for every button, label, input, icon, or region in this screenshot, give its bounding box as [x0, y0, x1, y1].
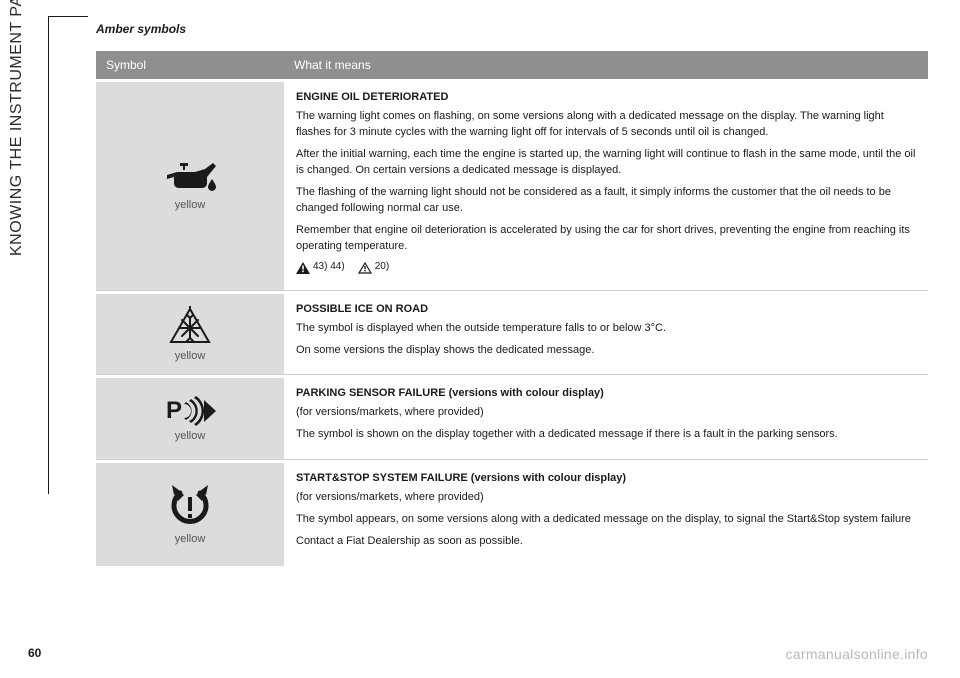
oil-can-icon	[161, 161, 219, 195]
symbol-cell: yellow	[96, 294, 284, 376]
meaning-text: The symbol is shown on the display toget…	[296, 427, 916, 443]
sidebar-title-container: KNOWING THE INSTRUMENT PANEL	[18, 16, 48, 496]
symbols-table: Symbol What it means yellow	[96, 48, 928, 569]
symbol-color-label: yellow	[102, 350, 278, 362]
th-meaning: What it means	[284, 51, 928, 79]
footnotes: 43) 44) 20)	[296, 260, 916, 279]
warning-triangle-outline-icon	[358, 262, 372, 274]
meaning-title: PARKING SENSOR FAILURE (versions with co…	[296, 386, 916, 402]
table-row: yellow POSSIBLE ICE ON ROAD The symbol i…	[96, 294, 928, 376]
meaning-text: The symbol is displayed when the outside…	[296, 321, 916, 337]
symbol-color-label: yellow	[102, 199, 278, 211]
meaning-text: Contact a Fiat Dealership as soon as pos…	[296, 534, 916, 550]
meaning-text: (for versions/markets, where provided)	[296, 490, 916, 506]
table-row: yellow ENGINE OIL DETERIORATED The warni…	[96, 82, 928, 291]
meaning-cell: START&STOP SYSTEM FAILURE (versions with…	[284, 463, 928, 566]
meaning-cell: PARKING SENSOR FAILURE (versions with co…	[284, 378, 928, 460]
parking-sensor-icon: P	[164, 396, 216, 426]
footnote: 20)	[358, 260, 389, 275]
warning-triangle-black-icon	[296, 262, 310, 274]
meaning-cell: POSSIBLE ICE ON ROAD The symbol is displ…	[284, 294, 928, 376]
meaning-title: START&STOP SYSTEM FAILURE (versions with…	[296, 471, 916, 487]
meaning-text: After the initial warning, each time the…	[296, 147, 916, 179]
meaning-cell: ENGINE OIL DETERIORATED The warning ligh…	[284, 82, 928, 291]
start-stop-failure-icon	[168, 485, 212, 529]
page: KNOWING THE INSTRUMENT PANEL Amber symbo…	[0, 0, 960, 678]
sidebar-title: KNOWING THE INSTRUMENT PANEL	[8, 226, 26, 256]
frost-icon	[167, 306, 213, 346]
meaning-text: (for versions/markets, where provided)	[296, 405, 916, 421]
watermark-text: carmanualsonline.info	[786, 646, 929, 662]
meaning-text: The flashing of the warning light should…	[296, 185, 916, 217]
page-number: 60	[28, 646, 41, 660]
symbol-cell: yellow	[96, 463, 284, 566]
meaning-text: On some versions the display shows the d…	[296, 343, 916, 359]
table-row: P yellow PARKING SENSOR FAILURE (version…	[96, 378, 928, 460]
symbol-cell: yellow	[96, 82, 284, 291]
footnote-ref: 43) 44)	[313, 260, 345, 275]
table-row: yellow START&STOP SYSTEM FAILURE (versio…	[96, 463, 928, 566]
section-heading: Amber symbols	[96, 22, 928, 36]
svg-text:P: P	[166, 397, 182, 424]
meaning-title: ENGINE OIL DETERIORATED	[296, 90, 916, 106]
symbol-color-label: yellow	[102, 533, 278, 545]
symbol-color-label: yellow	[102, 430, 278, 442]
sidebar-top-rule	[48, 16, 88, 17]
meaning-text: Remember that engine oil deterioration i…	[296, 223, 916, 255]
table-header-row: Symbol What it means	[96, 51, 928, 79]
meaning-title: POSSIBLE ICE ON ROAD	[296, 302, 916, 318]
sidebar-rule	[48, 16, 49, 494]
th-symbol: Symbol	[96, 51, 284, 79]
footnote: 43) 44)	[296, 260, 345, 275]
footnote-ref: 20)	[375, 260, 389, 275]
symbol-cell: P yellow	[96, 378, 284, 460]
meaning-text: The warning light comes on flashing, on …	[296, 109, 916, 141]
meaning-text: The symbol appears, on some versions alo…	[296, 512, 916, 528]
